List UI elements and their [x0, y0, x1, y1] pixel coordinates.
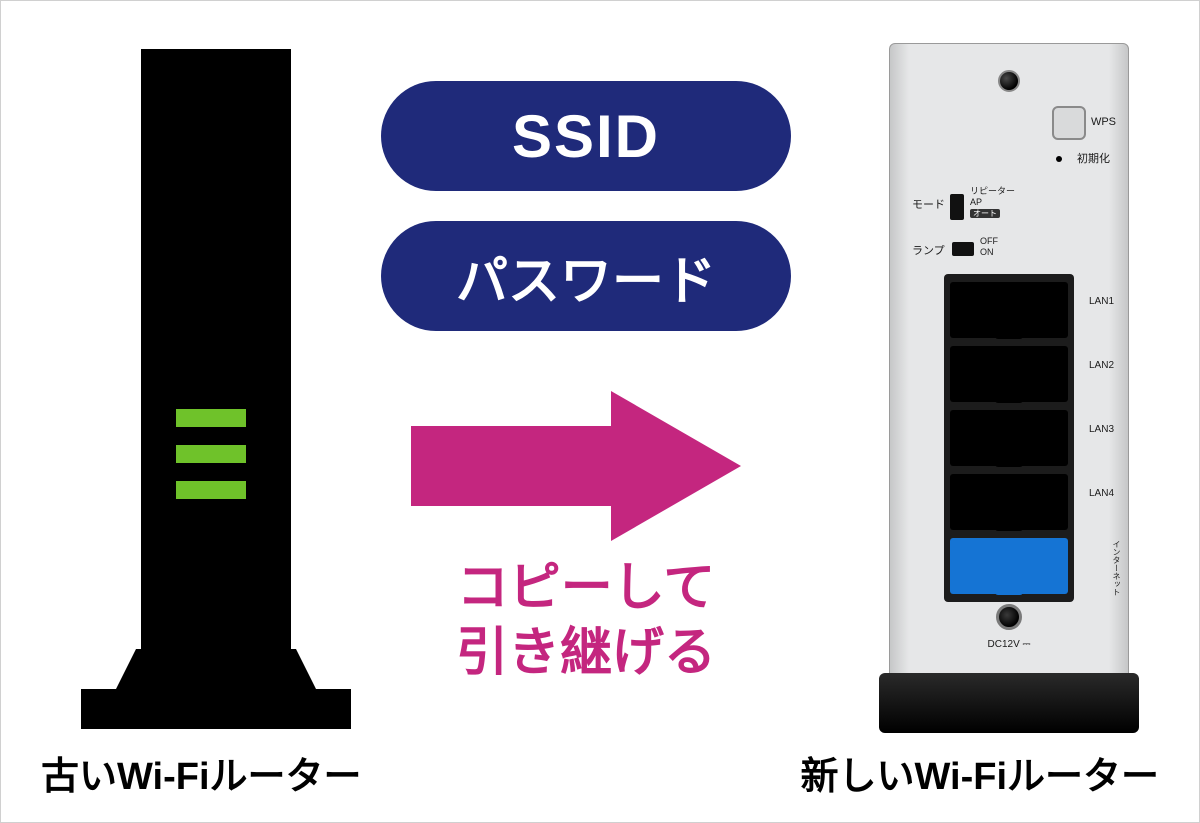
led-indicator: [176, 445, 246, 463]
wps-button[interactable]: [1052, 106, 1086, 140]
mode-switch[interactable]: [950, 194, 964, 220]
password-pill-text: パスワード: [456, 239, 716, 314]
wan-port-icon[interactable]: [950, 538, 1068, 594]
old-router-caption: 古いWi-Fiルーター: [41, 745, 362, 800]
mode-option-repeater: リピーター: [970, 186, 1015, 196]
new-router-body: WPS 初期化 モード リピーター AP オート ランプ OFF ON: [889, 43, 1129, 693]
reset-label: 初期化: [1077, 150, 1110, 166]
lan3-label: LAN3: [1089, 424, 1114, 435]
reset-pinhole-icon[interactable]: [1056, 156, 1062, 162]
new-router-base: [879, 673, 1139, 733]
antenna-connector-icon: [998, 70, 1020, 92]
lan-port-icon[interactable]: [950, 282, 1068, 338]
wan-label: インターネット: [1111, 540, 1122, 596]
ssid-pill: SSID: [381, 81, 791, 191]
lan1-label: LAN1: [1089, 296, 1114, 307]
infographic-canvas: SSID パスワード コピーして 引き継げる WPS 初期化 モード リピーター…: [0, 0, 1200, 823]
mode-options: リピーター AP オート: [970, 186, 1015, 218]
lamp-options: OFF ON: [980, 236, 998, 258]
lamp-label: ランプ: [912, 242, 945, 258]
new-router: WPS 初期化 モード リピーター AP オート ランプ OFF ON: [879, 43, 1139, 733]
lan4-label: LAN4: [1089, 488, 1114, 499]
wps-label: WPS: [1091, 116, 1116, 128]
copy-caption-line1: コピーして: [457, 559, 715, 617]
copy-caption-line2: 引き継げる: [456, 624, 716, 682]
old-router-leds: [176, 409, 256, 517]
lamp-option-off: OFF: [980, 236, 998, 246]
mode-option-ap: AP: [970, 197, 982, 207]
new-router-caption: 新しいWi-Fiルーター: [800, 745, 1159, 800]
led-indicator: [176, 409, 246, 427]
ssid-pill-text: SSID: [512, 102, 660, 171]
old-router-base: [81, 649, 351, 729]
led-indicator: [176, 481, 246, 499]
password-pill: パスワード: [381, 221, 791, 331]
lan-port-icon[interactable]: [950, 410, 1068, 466]
lamp-option-on: ON: [980, 247, 994, 257]
lamp-switch[interactable]: [952, 242, 974, 256]
old-router: [81, 49, 351, 729]
copy-arrow-icon: [411, 391, 741, 541]
copy-caption: コピーして 引き継げる: [401, 556, 771, 686]
dc-label: DC12V ⎓: [988, 639, 1031, 650]
lan-port-icon[interactable]: [950, 474, 1068, 530]
dc-jack-icon[interactable]: [996, 604, 1022, 630]
mode-label: モード: [912, 196, 945, 212]
old-router-body: [141, 49, 291, 669]
lan2-label: LAN2: [1089, 360, 1114, 371]
lan-port-icon[interactable]: [950, 346, 1068, 402]
ethernet-port-block: [944, 274, 1074, 602]
mode-option-auto: オート: [970, 209, 1000, 219]
